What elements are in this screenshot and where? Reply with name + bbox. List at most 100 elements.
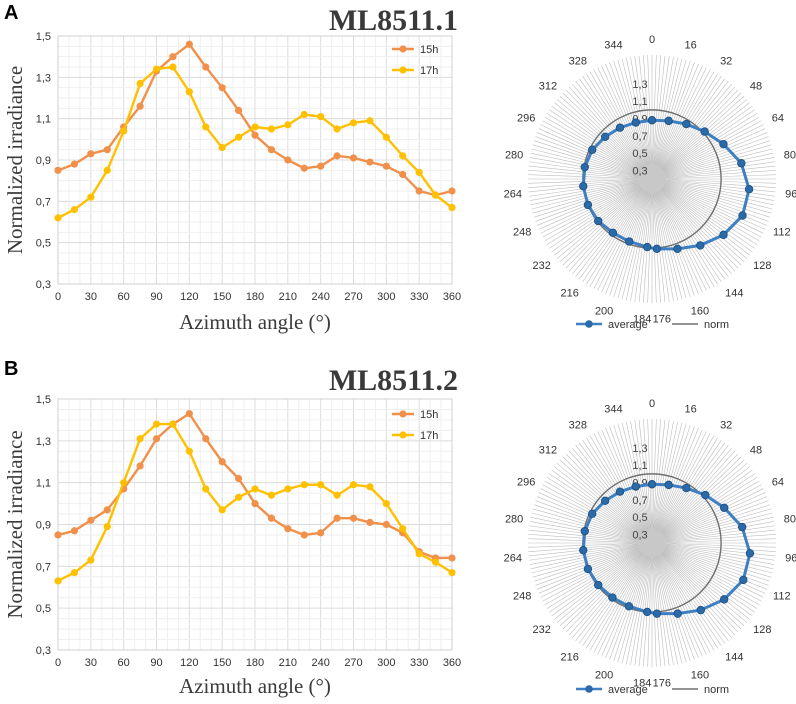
polar-spoke bbox=[530, 516, 653, 544]
polar-spoke bbox=[529, 521, 653, 544]
polar-spoke bbox=[651, 178, 776, 188]
polar-spoke bbox=[617, 178, 653, 299]
data-point-17h bbox=[333, 125, 341, 133]
legend-marker-15h bbox=[399, 410, 407, 418]
data-point-15h bbox=[399, 170, 407, 179]
data-point-17h bbox=[152, 420, 161, 428]
polar-spoke bbox=[651, 419, 661, 544]
polar-spoke bbox=[593, 542, 653, 653]
polar-spoke bbox=[638, 419, 653, 544]
average-data-point bbox=[643, 242, 652, 252]
polar-spoke bbox=[651, 456, 742, 544]
angle-tick-label: 216 bbox=[561, 651, 579, 663]
polar-spoke bbox=[531, 512, 653, 544]
average-data-point bbox=[737, 522, 747, 532]
y-tick-label: 0,9 bbox=[36, 520, 51, 532]
average-data-point bbox=[615, 487, 625, 496]
polar-spoke bbox=[638, 55, 653, 180]
polar-spoke bbox=[651, 178, 774, 206]
data-point-15h bbox=[251, 499, 259, 508]
angle-tick-label: 296 bbox=[517, 477, 535, 489]
polar-spoke bbox=[651, 542, 762, 602]
average-data-point bbox=[642, 607, 652, 617]
polar-spoke bbox=[651, 55, 666, 180]
data-point-17h bbox=[152, 65, 161, 73]
polar-spoke bbox=[651, 178, 753, 253]
y-tick-label: 0,7 bbox=[36, 196, 51, 208]
data-point-15h bbox=[54, 166, 62, 174]
legend-label-15h: 15h bbox=[420, 409, 438, 421]
panel-letter-a: A bbox=[4, 2, 18, 24]
radial-tick-label: 0,7 bbox=[632, 131, 647, 143]
x-axis-title: Azimuth angle (°) bbox=[179, 674, 331, 698]
data-point-17h bbox=[317, 113, 325, 121]
data-point-15h bbox=[70, 527, 79, 535]
average-data-point bbox=[673, 244, 682, 254]
polar-spoke bbox=[546, 542, 653, 609]
data-point-15h bbox=[382, 520, 390, 529]
average-data-point bbox=[652, 244, 662, 254]
data-point-17h bbox=[415, 550, 423, 558]
average-data-point bbox=[696, 241, 705, 250]
average-data-point bbox=[588, 509, 597, 519]
data-point-15h bbox=[284, 525, 292, 533]
data-point-17h bbox=[87, 556, 95, 564]
data-point-17h bbox=[202, 485, 210, 493]
polar-spoke bbox=[651, 178, 736, 272]
polar-spoke bbox=[651, 136, 769, 180]
polar-spoke bbox=[651, 542, 707, 655]
data-point-17h bbox=[431, 558, 440, 566]
polar-spoke bbox=[651, 477, 758, 544]
data-point-17h bbox=[399, 525, 407, 533]
polar-spoke bbox=[651, 178, 750, 256]
polar-spoke bbox=[651, 488, 764, 544]
polar-spoke bbox=[651, 178, 768, 226]
polar-spoke bbox=[647, 542, 653, 667]
polar-spoke bbox=[647, 178, 653, 303]
data-point-15h bbox=[202, 435, 210, 443]
polar-spoke bbox=[651, 529, 776, 544]
polar-spoke bbox=[533, 504, 653, 544]
polar-spoke bbox=[593, 433, 653, 544]
angle-tick-label: 0 bbox=[649, 34, 655, 46]
polar-spoke bbox=[634, 542, 653, 666]
angle-tick-label: 128 bbox=[753, 260, 771, 272]
polar-spoke bbox=[609, 62, 653, 180]
data-point-15h bbox=[267, 514, 276, 522]
polar-spoke bbox=[651, 542, 695, 660]
average-data-point bbox=[652, 609, 662, 618]
polar-spoke bbox=[540, 178, 653, 234]
polar-spoke bbox=[535, 178, 653, 222]
data-point-15h bbox=[202, 63, 210, 71]
average-data-point bbox=[615, 123, 625, 132]
polar-spoke bbox=[530, 542, 653, 570]
data-point-17h bbox=[70, 569, 79, 577]
polar-spoke bbox=[554, 178, 653, 256]
x-tick-label: 270 bbox=[344, 657, 362, 669]
polar-spoke bbox=[528, 542, 653, 552]
polar-spoke bbox=[544, 116, 653, 180]
data-point-17h bbox=[267, 491, 276, 499]
polar-spoke bbox=[536, 178, 653, 226]
polar-spoke bbox=[572, 542, 653, 639]
legend-marker-15h bbox=[399, 45, 407, 53]
polar-spoke bbox=[643, 55, 653, 180]
polar-spoke bbox=[651, 538, 776, 544]
polar-spoke bbox=[535, 542, 653, 586]
polar-spoke bbox=[651, 542, 768, 590]
polar-spoke bbox=[542, 178, 653, 238]
polar-spoke bbox=[651, 496, 768, 544]
polar-spoke bbox=[651, 57, 679, 180]
y-axis-title: Normalized irradiance bbox=[3, 66, 27, 254]
polar-spoke bbox=[529, 178, 653, 197]
polar-spoke bbox=[651, 542, 715, 651]
legend-label-norm: norm bbox=[704, 684, 729, 696]
average-data-point bbox=[738, 211, 747, 220]
polar-spoke bbox=[586, 178, 653, 285]
polar-spoke bbox=[578, 178, 653, 280]
polar-spoke bbox=[605, 427, 653, 544]
average-data-point bbox=[739, 575, 748, 585]
polar-spoke bbox=[556, 542, 653, 623]
data-point-17h bbox=[382, 133, 390, 141]
polar-spoke bbox=[651, 178, 776, 193]
